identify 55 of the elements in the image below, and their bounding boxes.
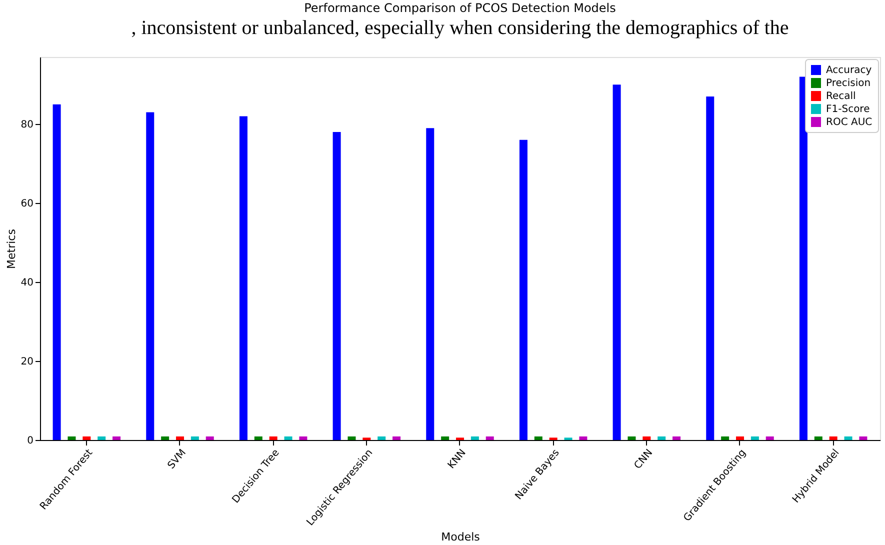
bar: [112, 436, 121, 440]
bar: [534, 436, 542, 440]
x-axis-title: Models: [441, 530, 480, 544]
bar: [642, 436, 651, 440]
bar: [441, 436, 450, 440]
y-axis-title: Metrics: [4, 228, 18, 269]
bar: [519, 140, 528, 440]
bar: [612, 84, 621, 440]
y-tick-label: 20: [20, 356, 34, 368]
bar: [299, 436, 308, 440]
bar: [269, 436, 278, 440]
bar: [206, 436, 214, 440]
bar: [348, 436, 356, 440]
bar: [82, 436, 91, 440]
legend-label: F1-Score: [826, 104, 870, 115]
bar: [486, 436, 494, 440]
bar: [161, 436, 170, 440]
bar: [426, 128, 434, 440]
y-tick-label: 0: [27, 436, 34, 446]
bar: [579, 436, 588, 440]
bar: [239, 116, 248, 440]
bar: [176, 436, 184, 440]
bar: [190, 436, 199, 440]
chart-title: Performance Comparison of PCOS Detection Models: [304, 1, 616, 15]
bar: [378, 436, 386, 440]
bar: [146, 112, 154, 440]
bar: [721, 436, 730, 440]
legend-label: ROC AUC: [826, 117, 872, 128]
legend-label: Accuracy: [826, 65, 872, 76]
y-tick-label: 80: [20, 120, 34, 131]
bar: [254, 436, 262, 440]
legend-label: Recall: [826, 91, 856, 102]
bar: [52, 104, 61, 440]
bar: [736, 436, 744, 440]
bar: [98, 436, 106, 440]
bar: [470, 436, 479, 440]
bar: [844, 436, 852, 440]
bar: [750, 436, 759, 440]
bar: [829, 436, 838, 440]
bar: [814, 436, 822, 440]
bar: [68, 436, 76, 440]
bar: [392, 436, 401, 440]
bar: [672, 436, 681, 440]
bar: [332, 132, 341, 440]
y-tick-label: 60: [20, 198, 34, 210]
legend-label: Precision: [826, 78, 871, 89]
bar: [706, 96, 714, 440]
bar: [799, 76, 808, 440]
y-tick-label: 40: [20, 278, 34, 289]
bar: [628, 436, 636, 440]
text: , inconsistent or unbalanced, especially when considering the demographics of the: [131, 17, 789, 39]
bar: [766, 436, 774, 440]
bar: [859, 436, 868, 440]
bar: [284, 436, 292, 440]
bar: [658, 436, 666, 440]
